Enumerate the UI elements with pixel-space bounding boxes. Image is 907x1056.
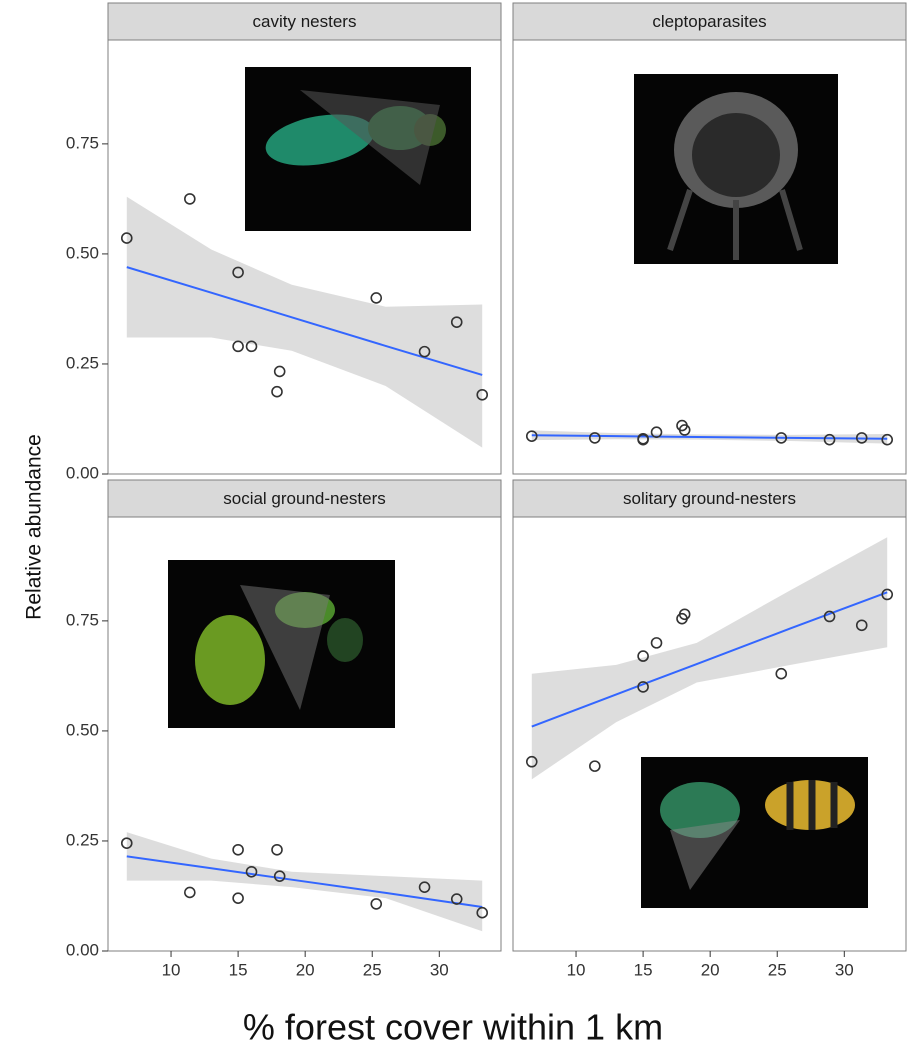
data-point [184, 193, 196, 205]
data-point [418, 345, 431, 358]
y-tick-label: 0.75 [66, 133, 99, 152]
data-point [637, 681, 649, 693]
fit-line [126, 855, 483, 908]
data-point [476, 906, 489, 919]
data-point [476, 388, 489, 401]
strip [107, 479, 502, 518]
data-point [232, 266, 244, 279]
data-point [120, 837, 133, 849]
data-point [823, 610, 836, 623]
y-tick-label: 0.25 [66, 830, 99, 849]
data-point [525, 430, 538, 442]
data-point [232, 892, 244, 904]
strip [512, 479, 907, 518]
y-tick-label: 0.75 [66, 610, 99, 629]
x-tick-label: 30 [430, 960, 449, 979]
data-point [245, 340, 258, 353]
strip-title: cleptoparasites [652, 12, 766, 31]
x-tick-label: 25 [768, 960, 787, 979]
bee-photo [245, 67, 471, 231]
data-point [775, 432, 788, 444]
data-point [184, 886, 196, 899]
data-point [637, 650, 649, 662]
data-point [589, 760, 601, 772]
data-point [370, 292, 383, 304]
x-tick-label: 15 [634, 960, 653, 979]
fit-line [531, 591, 888, 728]
data-point [232, 843, 244, 856]
strip-title: cavity nesters [253, 12, 357, 31]
x-tick-label: 15 [229, 960, 248, 979]
x-tick-label: 30 [835, 960, 854, 979]
data-point [881, 433, 894, 446]
data-point [450, 893, 463, 905]
fit-line [531, 434, 888, 440]
x-tick-label: 10 [567, 960, 586, 979]
fit-line [126, 266, 483, 376]
data-point [650, 637, 663, 649]
data-point [589, 432, 601, 444]
y-tick-label: 0.00 [66, 463, 99, 482]
y-tick-label: 0.00 [66, 940, 99, 959]
x-tick-label: 20 [701, 960, 720, 979]
data-point [450, 316, 463, 328]
data-point [245, 865, 258, 878]
data-point [678, 424, 691, 436]
data-point [855, 619, 868, 632]
y-axis-label: Relative abundance [23, 434, 46, 620]
data-point [120, 232, 133, 244]
data-point [418, 881, 431, 893]
x-axis-label: % forest cover within 1 km [243, 1007, 663, 1048]
x-tick-label: 20 [296, 960, 315, 979]
data-point [823, 433, 836, 446]
data-point [273, 870, 286, 882]
data-point [525, 755, 538, 768]
photos [168, 67, 868, 908]
y-tick-label: 0.50 [66, 243, 99, 262]
data-point [678, 608, 691, 621]
data-point [650, 426, 663, 438]
data-point [271, 385, 283, 398]
y-tick-label: 0.50 [66, 720, 99, 739]
strip-title: solitary ground-nesters [623, 489, 796, 508]
bee-photo [168, 560, 395, 728]
data-point [855, 432, 868, 444]
bee-photo [641, 757, 868, 908]
data-point [775, 667, 788, 680]
strip-title: social ground-nesters [223, 489, 386, 508]
data-point [370, 898, 383, 910]
data-point [273, 365, 286, 378]
x-tick-label: 25 [363, 960, 382, 979]
strip [107, 2, 502, 41]
data-point [637, 433, 649, 446]
data-point [881, 588, 894, 601]
data-point [232, 340, 244, 353]
y-tick-label: 0.25 [66, 353, 99, 372]
x-tick-label: 10 [162, 960, 181, 979]
bee-photo [634, 74, 838, 264]
data-point [271, 843, 283, 856]
